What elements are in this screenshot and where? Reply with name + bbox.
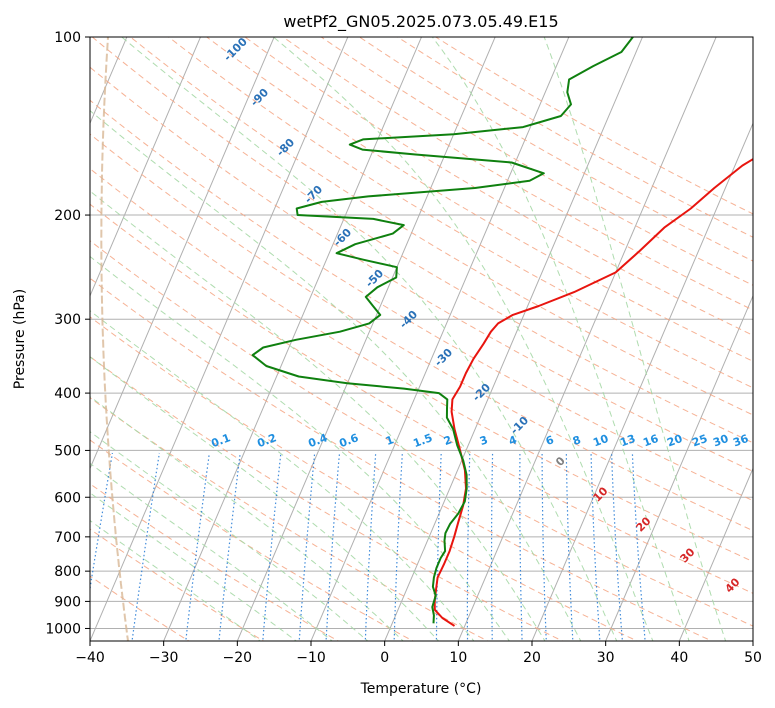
y-tick-label: 500 xyxy=(54,443,81,459)
dry-adiabat-line xyxy=(90,316,639,641)
dry-adiabat-line xyxy=(129,37,753,416)
y-tick-label: 200 xyxy=(54,208,81,224)
mixing-ratio-label: 3 xyxy=(478,433,490,448)
moist-adiabat-line xyxy=(90,310,475,641)
moist-adiabat-line xyxy=(90,492,298,641)
x-tick-label: 50 xyxy=(744,650,762,666)
mixing-ratio-label: 0.4 xyxy=(306,431,329,450)
mixing-ratio-label: 4 xyxy=(507,433,519,448)
reference-curve xyxy=(100,37,130,641)
moist-adiabat-line xyxy=(90,519,262,641)
dry-adiabat-line xyxy=(90,168,753,563)
dry-adiabat-line xyxy=(320,37,753,286)
mixing-ratio-line xyxy=(90,452,113,593)
dry-adiabat-line xyxy=(90,356,564,641)
isotherm-line xyxy=(90,37,349,641)
dry-adiabat-line xyxy=(90,483,340,641)
dry-adiabat-line xyxy=(244,37,753,336)
x-tick-label: 10 xyxy=(449,650,467,666)
mixing-ratio-line xyxy=(131,452,160,641)
dry-adiabat-line xyxy=(90,397,489,641)
isotherm-line xyxy=(90,37,202,298)
moist-adiabat-line xyxy=(90,356,440,641)
mixing-ratio-label: 2 xyxy=(442,433,454,448)
y-tick-label: 700 xyxy=(54,530,81,546)
moist-adiabat-line xyxy=(272,37,654,641)
mixing-ratio-line xyxy=(185,452,210,641)
dry-adiabat-line xyxy=(205,37,753,362)
isotherm-line xyxy=(605,294,753,641)
moist-adiabat-line xyxy=(431,37,690,641)
dewpoint-profile-line xyxy=(251,37,634,624)
x-tick-label: −30 xyxy=(149,650,179,666)
y-tick-label: 900 xyxy=(54,594,81,610)
x-tick-label: 0 xyxy=(380,650,389,666)
moist-adiabat-line xyxy=(90,190,546,641)
y-tick-label: 600 xyxy=(54,490,81,506)
isotherm-line xyxy=(384,37,644,641)
mixing-ratio-line xyxy=(218,452,241,641)
mixing-ratio-label: 8 xyxy=(571,433,583,448)
x-tick-label: −10 xyxy=(296,650,326,666)
mixing-ratio-label: 25 xyxy=(690,432,709,449)
mixing-ratio-label: 0.1 xyxy=(209,431,232,450)
mixing-ratio-label: 0.6 xyxy=(337,431,360,450)
plot-frame xyxy=(89,36,754,642)
x-tick-label: −20 xyxy=(223,650,253,666)
mixing-ratio-label: 30 xyxy=(711,432,730,450)
chart-title: wetPf2_GN05.2025.073.05.49.E15 xyxy=(283,12,558,32)
isotherm-line xyxy=(90,37,275,470)
x-axis-title: Temperature (°C) xyxy=(360,681,482,697)
x-tick-label: −40 xyxy=(75,650,105,666)
isotherm-line xyxy=(310,37,570,641)
dry-adiabat-line xyxy=(91,37,753,444)
y-tick-label: 800 xyxy=(54,564,81,580)
mixing-ratio-label: 13 xyxy=(618,432,637,449)
moist-adiabat-line xyxy=(543,37,727,641)
axis-ticks: −40 −30 −20 −10 0 10 20 30 40 5010020030040050060… xyxy=(45,30,762,666)
dry-adiabat-line xyxy=(90,240,753,627)
background-lines xyxy=(90,37,753,641)
y-tick-label: 1000 xyxy=(45,621,81,637)
mixing-ratio-label: 36 xyxy=(731,432,750,450)
x-tick-label: 20 xyxy=(523,650,541,666)
dry-adiabat-line xyxy=(90,133,753,532)
isotherm-line xyxy=(531,122,753,641)
isotherm-line xyxy=(457,37,717,641)
moist-adiabat-line xyxy=(90,395,404,641)
mixing-ratio-label: 16 xyxy=(641,432,660,450)
isotherm-line xyxy=(236,37,496,641)
dry-adiabat-line xyxy=(90,203,753,594)
dry-adiabat-line xyxy=(90,439,414,641)
moist-adiabat-line xyxy=(120,37,618,641)
y-tick-label: 300 xyxy=(54,312,81,328)
moist-adiabat-line xyxy=(90,255,511,641)
mixing-ratio-label: 1 xyxy=(384,433,396,448)
isotherm-line xyxy=(678,467,753,641)
moist-adiabat-line xyxy=(90,431,369,641)
mixing-ratio-label: 20 xyxy=(665,432,684,450)
dry-adiabat-line xyxy=(90,277,713,641)
mixing-ratio-label: 6 xyxy=(544,433,556,448)
mixing-ratio-label: 0.2 xyxy=(255,431,278,450)
y-axis-title: Pressure (hPa) xyxy=(12,289,28,389)
isotherm-line xyxy=(163,37,423,641)
y-tick-label: 400 xyxy=(54,386,81,402)
profile-lines xyxy=(251,37,753,627)
temperature-profile-line xyxy=(433,157,753,627)
moist-adiabat-line xyxy=(90,462,333,641)
dry-adiabat-line xyxy=(90,528,265,641)
y-tick-label: 100 xyxy=(54,30,81,46)
x-tick-label: 40 xyxy=(670,650,688,666)
mixing-ratio-label: 1.5 xyxy=(411,431,434,450)
mixing-ratio-label: 10 xyxy=(591,432,610,450)
x-tick-label: 30 xyxy=(597,650,615,666)
